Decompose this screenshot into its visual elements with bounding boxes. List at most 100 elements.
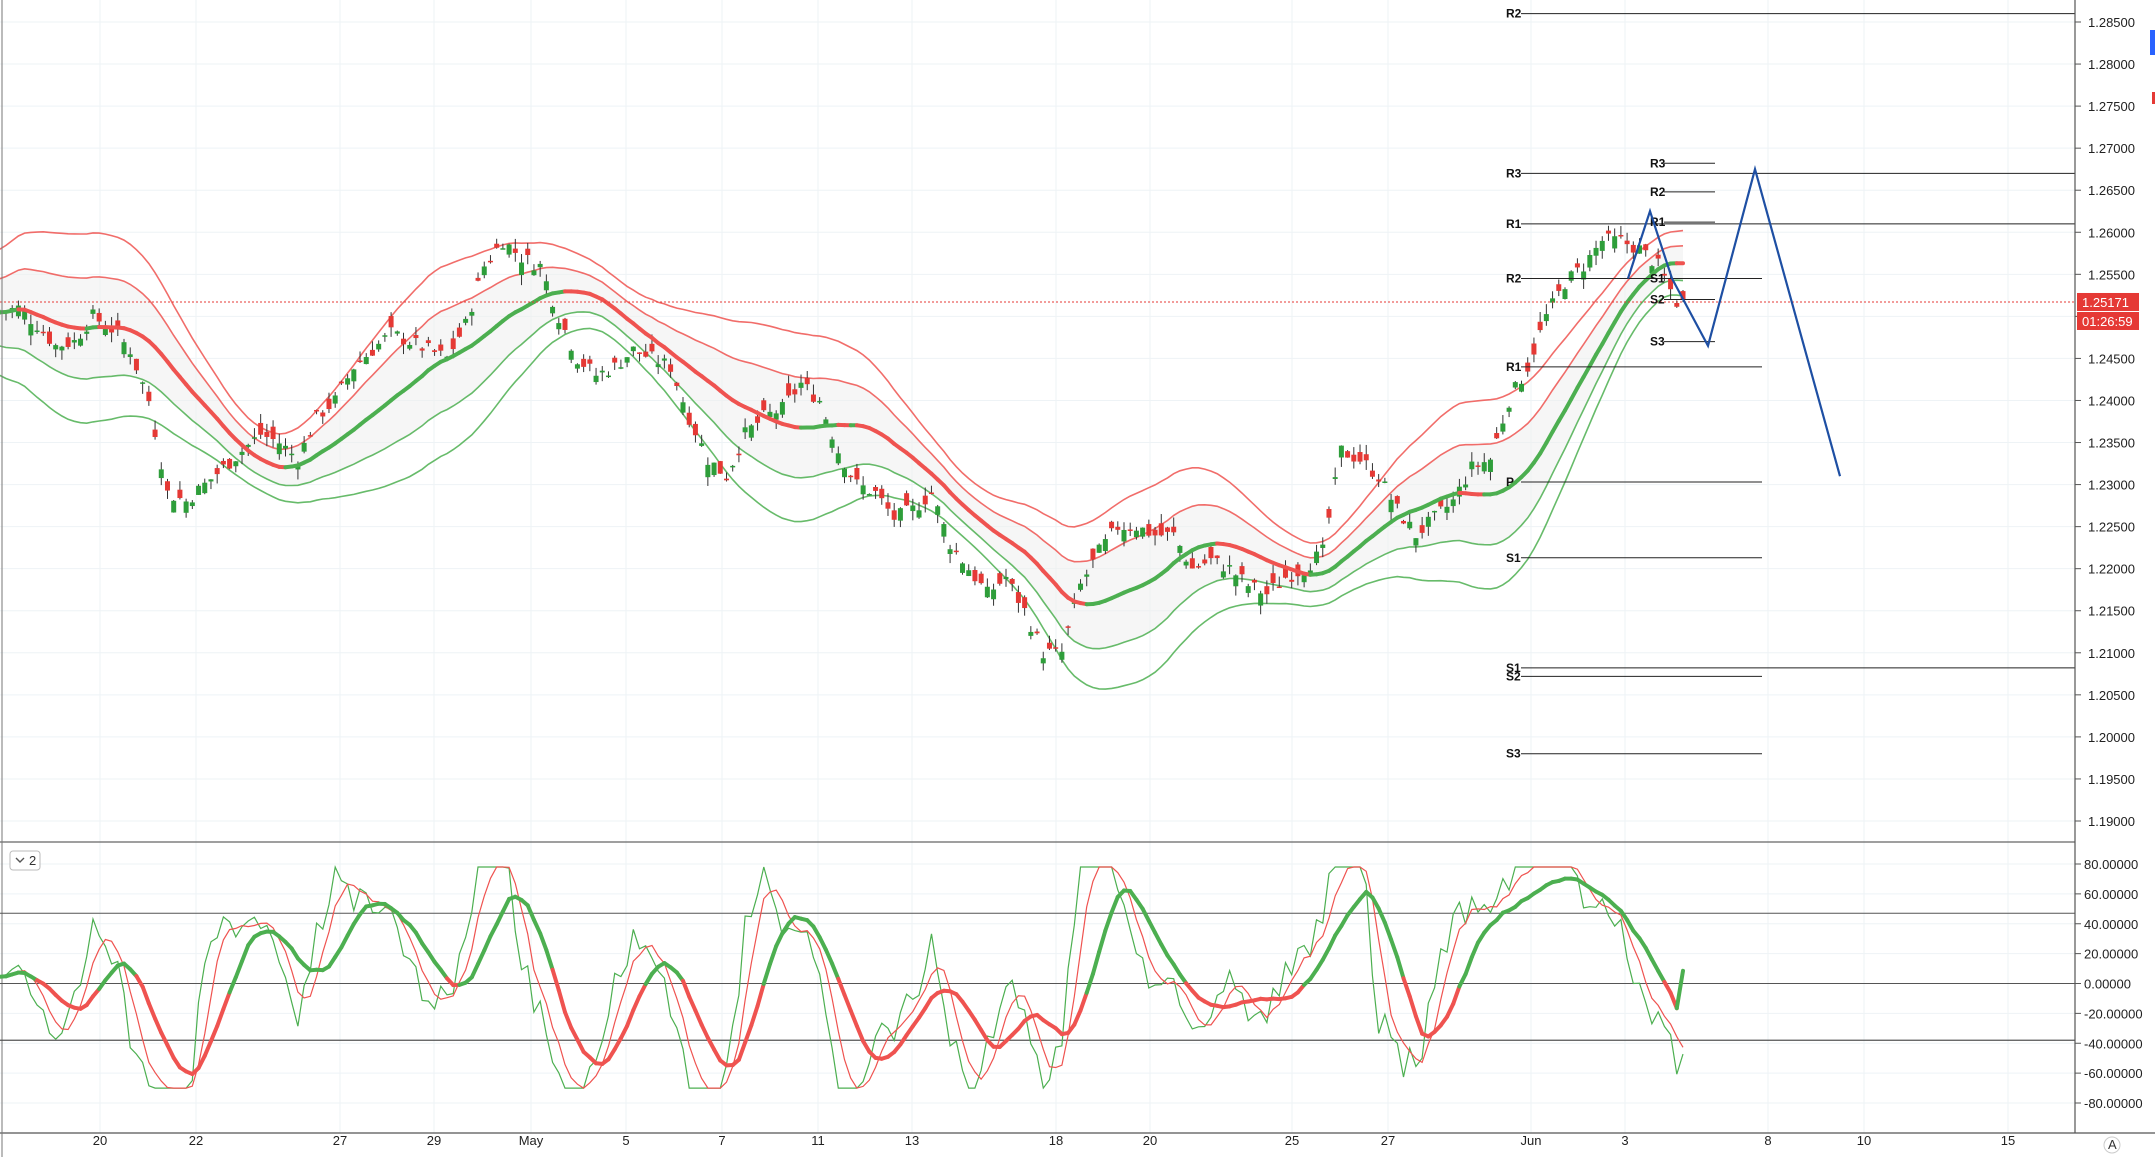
candle-body [158, 469, 164, 479]
candle-body [804, 377, 810, 385]
candle-body [618, 367, 624, 369]
candle-body [680, 402, 686, 413]
oscillator-main-segment [1159, 942, 1170, 958]
oscillator-main-segment [165, 1043, 176, 1060]
current-price-label: 1.25171 [2082, 295, 2129, 310]
candle-body [755, 416, 761, 423]
candle-body [593, 375, 599, 383]
outer-lower-envelope [0, 294, 1684, 690]
candle-body [463, 318, 469, 323]
candle-body [997, 573, 1003, 584]
candle-body [1046, 642, 1052, 649]
candle-body [1227, 565, 1233, 567]
candle-body [1531, 343, 1537, 355]
candle-body [96, 312, 102, 322]
oscillator-main-segment [743, 1023, 754, 1045]
oscillator-main-segment [631, 994, 642, 1013]
time-tick-label: 27 [333, 1133, 347, 1148]
candle-body [413, 335, 419, 339]
oscillator-main-segment [1395, 955, 1406, 981]
oscillator-main-segment [755, 981, 766, 1008]
candle-body [1276, 586, 1282, 589]
ma-segment [1550, 418, 1561, 434]
oscillator-main-segment [1463, 955, 1474, 977]
candle-body [736, 453, 742, 456]
candle-body [525, 248, 531, 256]
candle-body [494, 243, 500, 248]
candle-body [991, 589, 997, 600]
candle-body [953, 550, 959, 553]
oscillator-main-segment [687, 994, 698, 1013]
candle-body [140, 382, 146, 384]
candle-body [1301, 575, 1307, 583]
candle-body [1357, 452, 1363, 462]
candle-body [1618, 234, 1624, 237]
oscillator-main-segment [146, 1001, 158, 1021]
candle-body [978, 573, 984, 584]
oscillator-main-segment [761, 962, 772, 986]
oscillator-main-segment [848, 1008, 859, 1029]
oscillator-main-segment [413, 930, 425, 946]
candle-body [1487, 459, 1493, 472]
candle-body [1481, 462, 1487, 472]
pivot-label: S1 [1506, 661, 1521, 675]
pivot-label: S3 [1650, 335, 1665, 349]
oscillator-main-segment [233, 959, 245, 980]
candle-body [717, 461, 723, 474]
ma-segment [1600, 331, 1611, 347]
candle-body [624, 357, 630, 363]
candle-body [1637, 245, 1643, 254]
oscillator-main-segment [215, 1007, 226, 1029]
candle-body [699, 443, 705, 446]
candle-body [456, 327, 462, 337]
candle-body [65, 337, 71, 347]
oscillator-main-segment [767, 944, 779, 967]
candle-body [351, 369, 357, 382]
oscillator-main-segment [525, 903, 536, 922]
price-tick-label: 1.24000 [2088, 393, 2135, 408]
candle-body [543, 281, 549, 291]
oscillator-main-segment [531, 917, 543, 936]
candle-body [78, 338, 84, 346]
candle-body [258, 422, 264, 435]
oscillator-main-segment [227, 975, 238, 995]
oscillator-main-segment [854, 1024, 866, 1044]
auto-scale-button[interactable]: A [2103, 1136, 2121, 1154]
candle-body [102, 328, 108, 335]
indicator-legend[interactable]: 2 [9, 850, 41, 871]
candle-body [1158, 523, 1164, 536]
candle-body [1115, 526, 1121, 530]
candle-body [1550, 298, 1556, 303]
oscillator-main-segment [774, 931, 785, 949]
time-tick-label: 25 [1285, 1133, 1299, 1148]
candle-body [637, 352, 643, 354]
oscillator-main-segment [482, 934, 493, 953]
candle-body [1133, 530, 1139, 538]
oscillator-main-segment [202, 1039, 213, 1058]
oscillator-main-segment [345, 921, 356, 938]
inner-lower-envelope [0, 279, 1684, 650]
candle-body [1382, 481, 1388, 483]
candle-body [1171, 526, 1177, 533]
candle-body [1239, 566, 1245, 575]
price-tick-label: 1.21000 [2088, 646, 2135, 661]
candle-body [208, 479, 214, 482]
candle-body [46, 331, 52, 344]
price-tick-label: 1.19000 [2088, 814, 2135, 829]
candle-body [1196, 566, 1202, 568]
scroll-edge-marker [2150, 30, 2155, 55]
candle-body [904, 493, 910, 506]
candle-body [1326, 508, 1332, 518]
candle-body [854, 467, 860, 480]
candle-body [1425, 516, 1431, 527]
candle-body [34, 330, 40, 333]
candle-body [891, 510, 897, 520]
candle-body [835, 453, 841, 464]
candle-body [605, 375, 611, 378]
candle-body [425, 340, 431, 344]
ma-segment [1569, 385, 1580, 402]
candle-body [1500, 423, 1506, 432]
candle-body [59, 346, 65, 351]
candle-body [935, 506, 941, 515]
